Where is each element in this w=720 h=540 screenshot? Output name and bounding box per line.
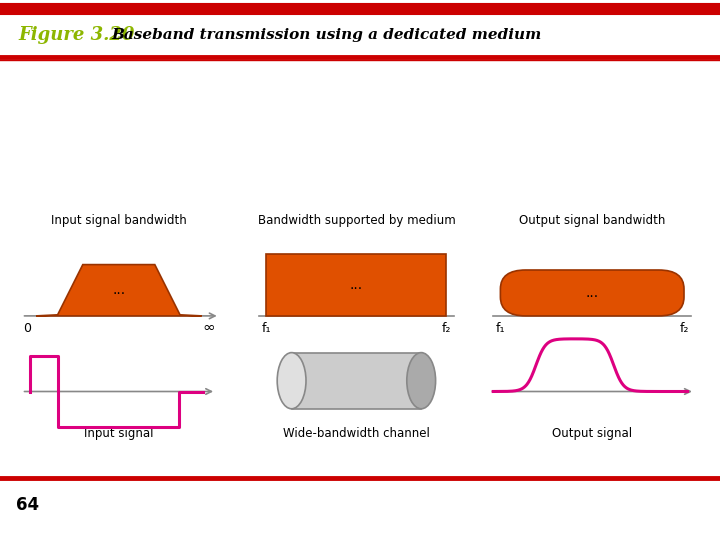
Text: Baseband transmission using a dedicated medium: Baseband transmission using a dedicated … [112, 28, 542, 42]
Text: ...: ... [585, 286, 599, 300]
Text: Input signal bandwidth: Input signal bandwidth [51, 214, 186, 227]
Text: 0: 0 [23, 322, 32, 335]
Text: f₂: f₂ [679, 322, 689, 335]
FancyBboxPatch shape [500, 270, 684, 316]
Text: Bandwidth supported by medium: Bandwidth supported by medium [258, 214, 455, 227]
Text: Output signal: Output signal [552, 427, 632, 440]
Text: Output signal bandwidth: Output signal bandwidth [519, 214, 665, 227]
Text: f₁: f₁ [261, 322, 271, 335]
FancyBboxPatch shape [266, 254, 446, 316]
Text: ∞: ∞ [202, 320, 215, 335]
Text: 64: 64 [16, 496, 39, 514]
Text: Input signal: Input signal [84, 427, 153, 440]
FancyBboxPatch shape [292, 353, 421, 409]
Ellipse shape [407, 353, 436, 409]
Text: Wide-bandwidth channel: Wide-bandwidth channel [283, 427, 430, 440]
Text: ...: ... [350, 278, 363, 292]
Text: f₁: f₁ [495, 322, 505, 335]
Text: Figure 3.20: Figure 3.20 [18, 26, 135, 44]
Text: f₂: f₂ [441, 322, 451, 335]
Ellipse shape [277, 353, 306, 409]
Polygon shape [36, 265, 202, 316]
Text: ...: ... [112, 284, 125, 297]
